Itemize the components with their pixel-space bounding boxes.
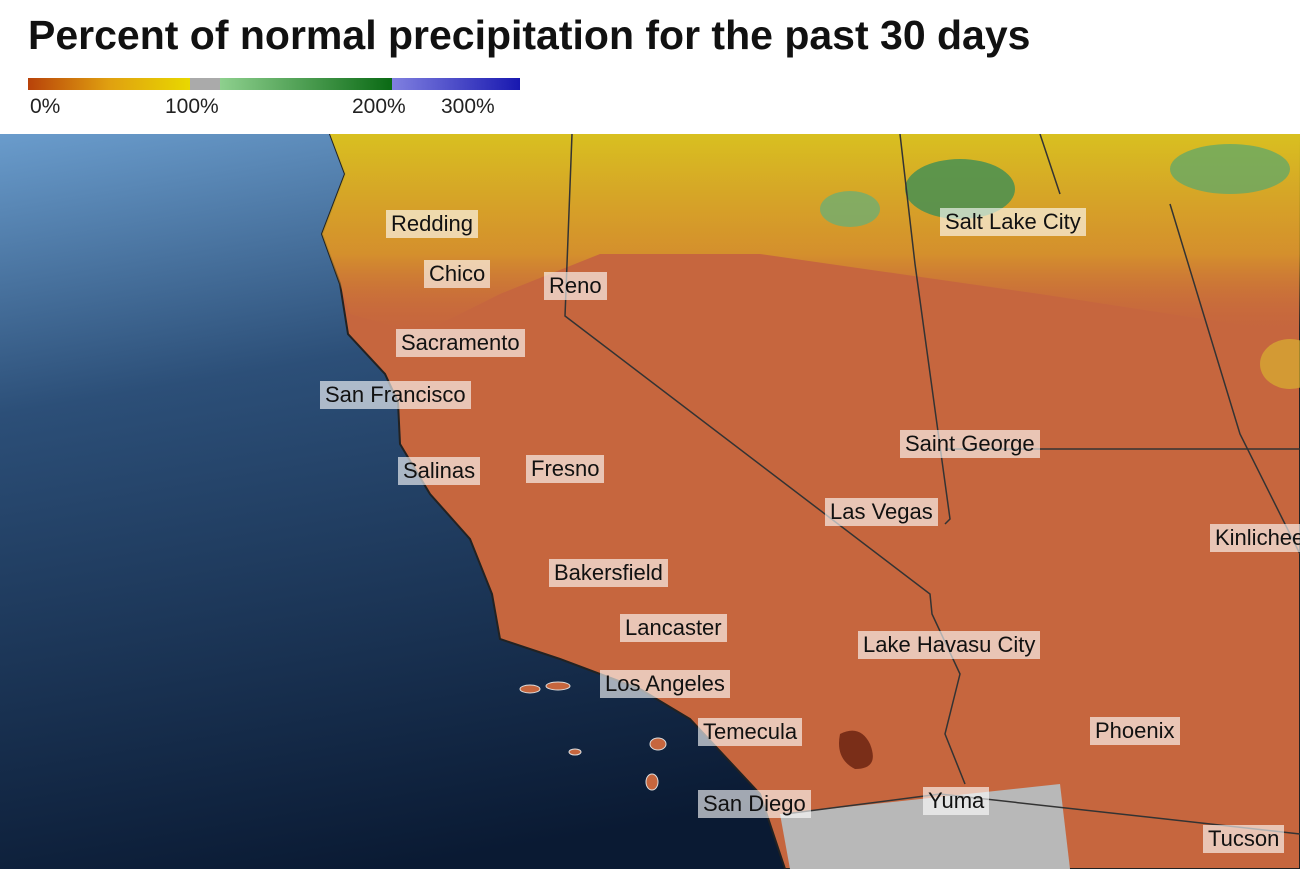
wet-area [1260, 339, 1300, 389]
city-label: Tucson [1203, 825, 1285, 853]
legend-swatch [28, 78, 190, 90]
city-label: Bakersfield [549, 559, 668, 587]
legend-bar [28, 78, 520, 90]
map [0, 134, 1300, 869]
city-label: Salt Lake City [940, 208, 1086, 236]
legend-label: 300% [441, 95, 495, 118]
legend-label: 0% [30, 95, 61, 118]
lake [839, 730, 873, 769]
wet-area [1170, 144, 1290, 194]
city-label: Reno [544, 272, 607, 300]
title: Percent of normal precipitation for the … [28, 12, 1031, 58]
city-label: Temecula [698, 718, 803, 746]
legend-label: 100% [165, 95, 219, 118]
city-label: Lancaster [620, 614, 727, 642]
city-label: Saint George [900, 430, 1040, 458]
city-label: Redding [386, 210, 478, 238]
wet-area [905, 159, 1015, 219]
city-label: Kinlichee [1210, 524, 1300, 552]
legend-swatch [392, 78, 520, 90]
city-label: Las Vegas [825, 498, 938, 526]
wet-north [322, 134, 1300, 334]
city-label: Los Angeles [600, 670, 730, 698]
city-label: Yuma [923, 787, 990, 815]
state-borders [564, 134, 1300, 835]
city-label: Sacramento [396, 329, 525, 357]
city-label: Fresno [526, 455, 605, 483]
legend-swatch [220, 78, 392, 90]
city-label: Salinas [398, 457, 481, 485]
legend-swatch [190, 78, 220, 90]
city-label: San Francisco [320, 381, 471, 409]
city-label: San Diego [698, 790, 811, 818]
wet-area [820, 191, 880, 227]
city-label: Phoenix [1090, 717, 1180, 745]
mexico [780, 784, 1070, 869]
legend-label: 200% [352, 95, 406, 118]
city-label: Chico [424, 260, 491, 288]
islands [519, 681, 667, 791]
city-label: Lake Havasu City [858, 631, 1041, 659]
